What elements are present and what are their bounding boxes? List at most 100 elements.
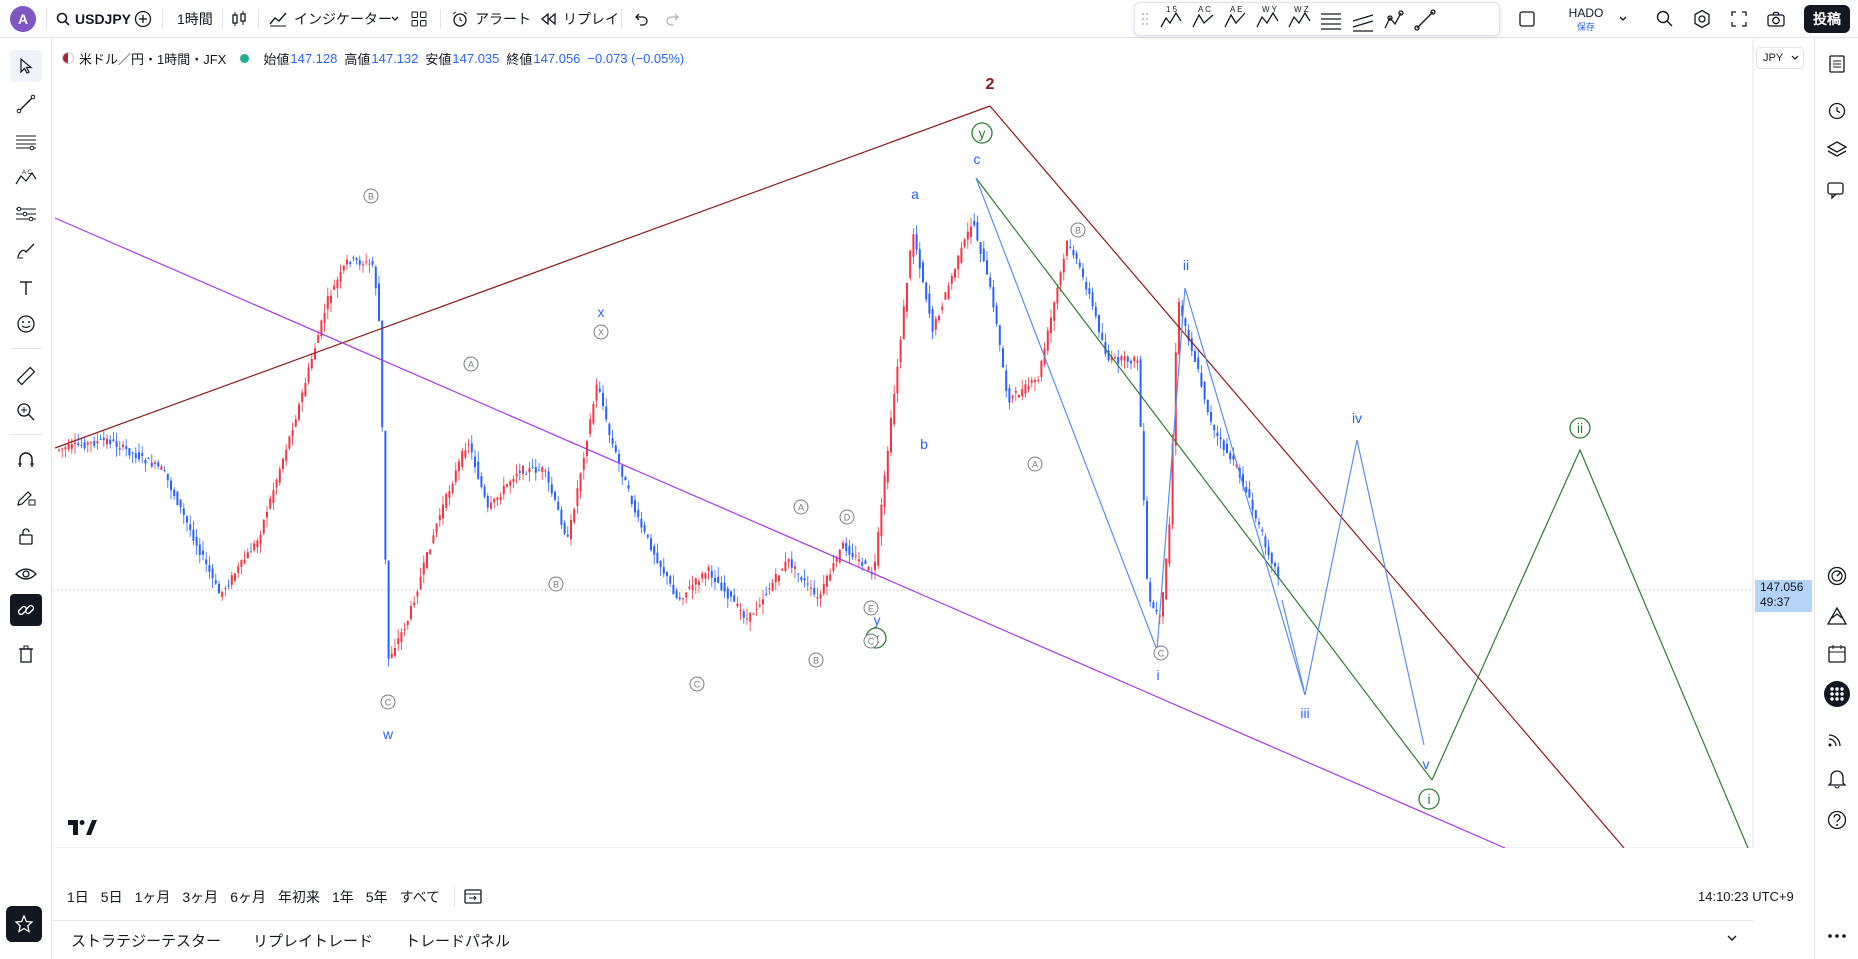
candle-body: [448, 491, 451, 498]
favorites-star-button[interactable]: [6, 906, 42, 942]
notifications-button[interactable]: [1821, 762, 1853, 794]
range-button[interactable]: 3ヶ月: [182, 889, 219, 905]
streams-button[interactable]: [1821, 722, 1853, 754]
indicators-dropdown[interactable]: [390, 0, 400, 38]
emoji-tool[interactable]: [10, 308, 42, 340]
zoom-tool[interactable]: [10, 396, 42, 428]
candle-body: [1267, 546, 1270, 556]
bottom-panel-tab[interactable]: リプレイトレード: [253, 932, 374, 950]
bottom-panel-tab[interactable]: トレードパネル: [405, 932, 511, 950]
stay-in-drawing-tool[interactable]: [10, 482, 42, 514]
pattern-tool[interactable]: A C: [10, 162, 42, 194]
trend-line-tool[interactable]: [10, 88, 42, 120]
open-value: 147.128: [290, 50, 338, 66]
candle-body: [733, 595, 736, 602]
candle-body: [246, 552, 249, 559]
range-button[interactable]: 6ヶ月: [230, 889, 266, 905]
candle-body: [176, 491, 179, 506]
candle-body: [291, 430, 294, 437]
candle-body: [61, 448, 64, 450]
alerts-panel-button[interactable]: [1821, 94, 1853, 126]
market-status-dot: [240, 53, 250, 63]
technicals-button[interactable]: [1821, 560, 1853, 592]
range-button[interactable]: すべて: [399, 889, 441, 905]
replay-button[interactable]: リプレイ: [541, 0, 619, 38]
prediction-tool[interactable]: [10, 198, 42, 230]
candle-body: [1110, 356, 1113, 361]
calendar-button[interactable]: [1821, 638, 1853, 670]
sync-drawings-tool[interactable]: [10, 594, 42, 626]
undo-button[interactable]: [633, 0, 649, 38]
measure-tool[interactable]: [10, 360, 42, 392]
range-button[interactable]: 5日: [100, 889, 123, 905]
magnet-tool[interactable]: [10, 444, 42, 476]
bottom-panel-tab[interactable]: ストラテジーテスター: [71, 932, 222, 950]
layout-dropdown[interactable]: [1618, 0, 1628, 38]
candle-body: [1069, 246, 1072, 248]
symbol-search-button[interactable]: USDJPY: [56, 0, 131, 38]
interval-button[interactable]: 1時間: [177, 0, 213, 38]
indicators-button[interactable]: インジケーター: [268, 0, 392, 38]
goto-date-button[interactable]: [463, 886, 483, 909]
layout-name-button[interactable]: HADO 保存: [1558, 6, 1614, 34]
fib-tool[interactable]: [10, 126, 42, 158]
candle-body: [106, 438, 108, 445]
more-dots-icon: [1828, 934, 1846, 938]
candle-body: [93, 441, 96, 446]
more-button[interactable]: [1821, 920, 1853, 952]
redo-button[interactable]: [665, 0, 681, 38]
range-button[interactable]: 1日: [67, 889, 89, 905]
high-value: 147.132: [371, 50, 419, 66]
range-button[interactable]: 年初来: [277, 889, 320, 905]
candle-body: [189, 524, 192, 531]
quick-search-button[interactable]: [1655, 0, 1675, 38]
ideas-button[interactable]: [1821, 600, 1853, 632]
candle-body: [973, 221, 976, 226]
panel-toggle[interactable]: [1725, 931, 1739, 949]
settings-button[interactable]: [1692, 0, 1712, 38]
publish-button[interactable]: 投稿: [1804, 5, 1850, 33]
candle-body: [1094, 307, 1097, 317]
chart-type-button[interactable]: [230, 0, 248, 38]
candle-body: [525, 473, 528, 475]
pattern-wave-icon: A C: [15, 170, 37, 185]
fullscreen-button[interactable]: [1730, 0, 1748, 38]
chat-bubbles-icon: [1827, 182, 1844, 200]
watchlist-button[interactable]: [1821, 48, 1853, 80]
green-channel-line: [975, 177, 1433, 781]
range-button[interactable]: 1年: [331, 889, 354, 905]
range-button[interactable]: 5年: [365, 889, 388, 905]
lock-drawings-tool[interactable]: [10, 520, 42, 552]
candle-body: [333, 285, 336, 290]
alert-button[interactable]: アラート: [451, 0, 531, 38]
candle-body: [1165, 558, 1168, 600]
chat-button[interactable]: [1821, 174, 1853, 206]
products-button[interactable]: [1821, 678, 1853, 710]
chevron-down-icon: [1727, 935, 1737, 941]
compare-button[interactable]: [134, 0, 152, 38]
help-button[interactable]: [1821, 804, 1853, 836]
hide-drawings-tool[interactable]: [10, 558, 42, 590]
svg-text:i: i: [1156, 667, 1159, 683]
templates-button[interactable]: [411, 0, 427, 38]
layout-rect-button[interactable]: [1518, 0, 1536, 38]
candle-body: [669, 576, 672, 584]
candle-body: [336, 279, 339, 289]
cursor-tool[interactable]: [10, 50, 42, 82]
range-button[interactable]: 1ヶ月: [134, 889, 171, 905]
svg-text:A: A: [468, 360, 474, 370]
low-value: 147.035: [452, 50, 500, 66]
user-avatar[interactable]: A: [10, 6, 36, 32]
candle-body: [979, 242, 982, 255]
remove-drawings-tool[interactable]: [10, 638, 42, 670]
timezone-clock[interactable]: 14:10:23 UTC+9: [1698, 889, 1794, 904]
candle-body: [285, 449, 288, 461]
object-tree-button[interactable]: [1821, 134, 1853, 166]
snapshot-button[interactable]: [1766, 0, 1786, 38]
brush-tool[interactable]: [10, 234, 42, 266]
eye-icon: [15, 568, 37, 580]
candle-body: [173, 489, 176, 497]
currency-selector[interactable]: JPY: [1756, 47, 1804, 69]
text-tool[interactable]: [10, 272, 42, 304]
